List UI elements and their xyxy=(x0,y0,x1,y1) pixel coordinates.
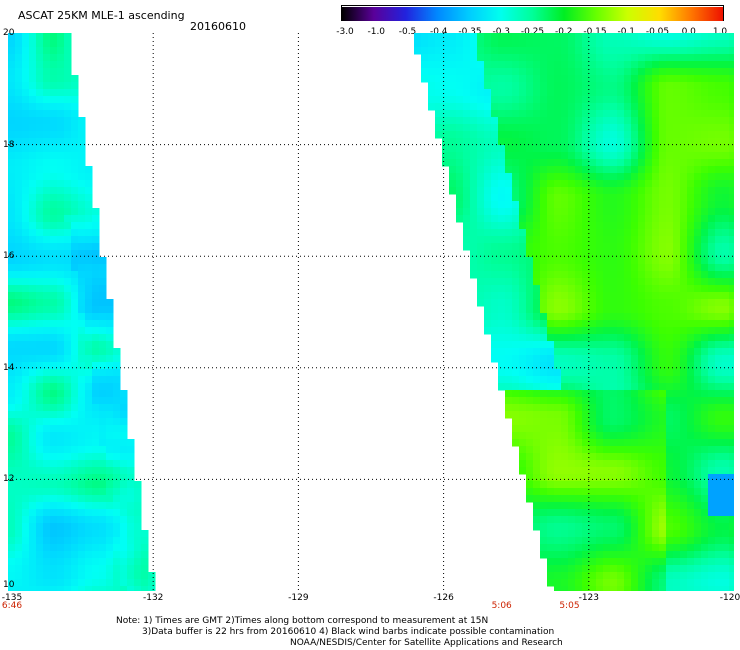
x-axis-label: -120 xyxy=(719,593,740,603)
map-title: ASCAT 25KM MLE-1 ascending xyxy=(18,9,185,22)
y-axis-label: 16 xyxy=(3,251,15,262)
x-axis-label: -135 xyxy=(1,593,23,603)
colorbar-fill xyxy=(342,7,723,21)
time-label: 5:06 xyxy=(491,601,512,611)
colorbar-tick-label: 0.0 xyxy=(681,27,696,37)
y-axis-label: 20 xyxy=(3,28,15,38)
y-axis-label: 12 xyxy=(3,474,15,485)
note-line-2: 3)Data buffer is 22 hrs from 20160610 4)… xyxy=(142,627,555,637)
y-axis-label: 14 xyxy=(3,362,15,373)
colorbar-tick-label: -0.2 xyxy=(554,27,573,37)
colorbar-tick-label: -0.3 xyxy=(492,27,511,37)
map-grid xyxy=(8,33,734,591)
colorbar-tick-label: -3.0 xyxy=(336,27,354,37)
colorbar xyxy=(341,5,724,21)
time-label: 6:46 xyxy=(1,601,23,611)
colorbar-tick-label: -0.1 xyxy=(617,27,636,37)
colorbar-tick-label: 1.0 xyxy=(712,27,728,37)
wind-map xyxy=(8,33,734,591)
colorbar-tick-label: -0.5 xyxy=(398,27,417,37)
colorbar-tick-label: -1.0 xyxy=(367,27,386,37)
colorbar-tick-label: -0.35 xyxy=(458,27,482,37)
y-axis-label: 18 xyxy=(3,139,15,150)
x-axis-label: -129 xyxy=(288,593,309,603)
x-axis-label: -132 xyxy=(142,593,164,603)
colorbar-tick-label: -0.4 xyxy=(429,27,448,37)
x-axis-label: -126 xyxy=(433,593,454,603)
colorbar-tick-label: -0.25 xyxy=(520,27,545,37)
wind-field-cells xyxy=(8,33,734,591)
map-date: 20160610 xyxy=(190,20,246,33)
y-axis-label: 10 xyxy=(3,580,15,590)
colorbar-gradient xyxy=(342,7,723,21)
note-line-3: NOAA/NESDIS/Center for Satellite Applica… xyxy=(290,638,563,648)
colorbar-tick-label: -0.05 xyxy=(645,27,670,37)
x-axis-label: -123 xyxy=(578,593,600,603)
note-line-1: Note: 1) Times are GMT 2)Times along bot… xyxy=(116,616,489,626)
time-label: 5:05 xyxy=(559,601,580,611)
colorbar-tick-label: -0.15 xyxy=(583,27,607,37)
